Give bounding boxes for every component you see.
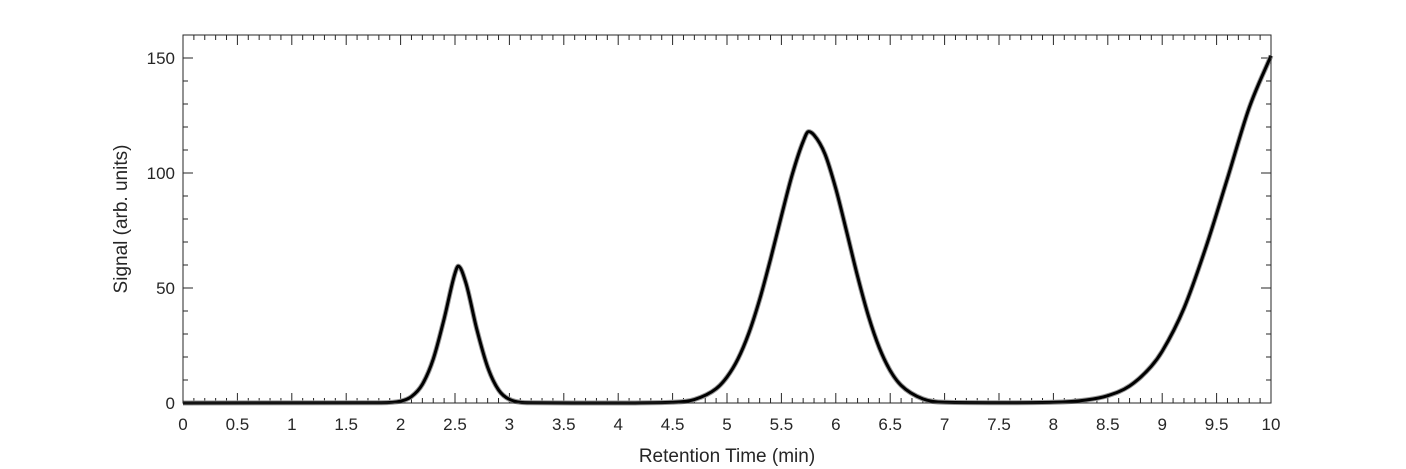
x-tick-label: 1 [287, 415, 296, 434]
plot-area-box [182, 34, 1272, 404]
x-tick-label: 4 [613, 415, 622, 434]
x-tick-label: 7.5 [987, 415, 1011, 434]
x-tick-label: 10 [1262, 415, 1281, 434]
series-layer [182, 54, 1274, 406]
x-tick-label: 2.5 [443, 415, 467, 434]
x-tick-label: 4.5 [661, 415, 685, 434]
x-tick-label: 6.5 [878, 415, 902, 434]
x-tick-label: 8.5 [1096, 415, 1120, 434]
x-tick-label: 0 [178, 415, 187, 434]
x-tick-label: 8 [1049, 415, 1058, 434]
y-tick-label: 150 [147, 49, 175, 68]
x-tick-label: 3 [505, 415, 514, 434]
x-tick-label: 5.5 [770, 415, 794, 434]
x-tick-label: 9.5 [1205, 415, 1229, 434]
plot-area-background [183, 35, 1271, 403]
x-tick-label: 9 [1157, 415, 1166, 434]
y-tick-label: 100 [147, 164, 175, 183]
series-line [182, 55, 1273, 405]
y-tick-label: 50 [156, 279, 175, 298]
x-tick-label: 0.5 [226, 415, 250, 434]
y-axis-label: Signal (arb. units) [111, 145, 132, 294]
x-tick-label: 7 [940, 415, 949, 434]
x-tick-label: 3.5 [552, 415, 576, 434]
x-tick-label: 2 [396, 415, 405, 434]
x-tick-label: 5 [722, 415, 731, 434]
y-tick-label: 0 [166, 394, 175, 413]
x-tick-label: 6 [831, 415, 840, 434]
x-axis-label: Retention Time (min) [639, 446, 815, 467]
x-tick-label: 1.5 [334, 415, 358, 434]
